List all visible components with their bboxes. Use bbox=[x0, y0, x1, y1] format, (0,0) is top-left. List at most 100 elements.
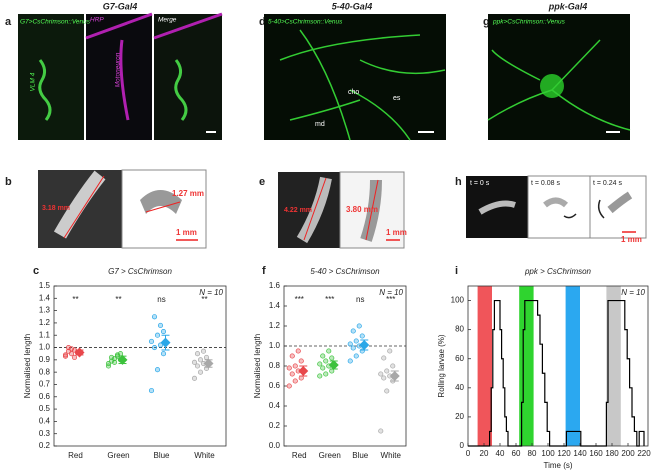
data-point bbox=[289, 353, 295, 359]
data-point bbox=[353, 338, 359, 344]
y-tick-label: 0.4 bbox=[269, 401, 281, 410]
y-tick-label: 1.0 bbox=[39, 343, 51, 352]
y-axis-label: Normalised length bbox=[253, 334, 262, 398]
data-point bbox=[154, 332, 161, 338]
data-point bbox=[157, 342, 164, 348]
mean-marker bbox=[203, 358, 214, 369]
panel-letter: f bbox=[262, 265, 266, 277]
mean-marker bbox=[117, 354, 128, 365]
data-point bbox=[71, 354, 78, 360]
data-point bbox=[154, 367, 161, 373]
data-point bbox=[323, 358, 329, 364]
data-point bbox=[390, 363, 396, 369]
chart-title: 5-40 > CsChrimson bbox=[310, 267, 380, 276]
data-point bbox=[203, 354, 210, 360]
image-label: HRP bbox=[90, 17, 104, 24]
measurement: 3.80 mm bbox=[346, 205, 378, 214]
panel-letter: i bbox=[455, 265, 458, 277]
y-tick-label: 0.9 bbox=[39, 355, 51, 364]
image-label: VLM 4 bbox=[30, 72, 37, 91]
annotation: N = 10 bbox=[621, 288, 645, 297]
measurement: 1.27 mm bbox=[172, 189, 204, 198]
data-point bbox=[151, 314, 158, 320]
data-point bbox=[194, 351, 201, 357]
data-point bbox=[384, 368, 390, 374]
image-label: es bbox=[393, 95, 401, 102]
data-point bbox=[191, 375, 198, 381]
y-tick-label: 60 bbox=[455, 354, 464, 363]
significance: *** bbox=[325, 295, 334, 304]
x-tick-label: 140 bbox=[573, 449, 587, 458]
data-point bbox=[197, 357, 204, 363]
significance: ns bbox=[157, 295, 165, 304]
data-point bbox=[289, 371, 295, 377]
annotation: N = 10 bbox=[379, 288, 403, 297]
data-point bbox=[350, 345, 356, 351]
mean-marker bbox=[389, 371, 400, 381]
x-tick-label: 120 bbox=[557, 449, 571, 458]
data-point bbox=[148, 338, 155, 344]
data-point bbox=[323, 371, 329, 377]
significance: *** bbox=[386, 295, 395, 304]
data-point bbox=[378, 428, 384, 434]
stimulus-window bbox=[565, 286, 580, 446]
x-tick-label: Blue bbox=[352, 451, 369, 460]
panel-letter: h bbox=[455, 176, 462, 188]
data-point bbox=[381, 355, 387, 361]
y-axis-label: Normalised length bbox=[23, 334, 32, 398]
y-tick-label: 0.2 bbox=[269, 421, 281, 430]
y-tick-label: 0.8 bbox=[39, 367, 51, 376]
measurement: 4.22 mm bbox=[284, 207, 312, 214]
panel-letter: b bbox=[5, 176, 12, 188]
panel-letter: d bbox=[259, 16, 266, 28]
data-point bbox=[191, 359, 198, 365]
x-tick-label: White bbox=[194, 451, 215, 460]
x-tick-label: 20 bbox=[480, 449, 489, 458]
panel-letter: e bbox=[259, 176, 265, 188]
x-tick-label: 60 bbox=[512, 449, 521, 458]
data-point bbox=[347, 358, 353, 364]
stimulus-window bbox=[606, 286, 621, 446]
y-tick-label: 0.5 bbox=[39, 404, 51, 413]
stimulus-window bbox=[477, 286, 492, 446]
chart-title: ppk > CsChrimson bbox=[524, 267, 592, 276]
data-point bbox=[350, 328, 356, 334]
y-tick-label: 40 bbox=[455, 383, 464, 392]
panel-d-image bbox=[264, 14, 446, 141]
step-line bbox=[468, 299, 645, 447]
time-label: t = 0.24 s bbox=[593, 180, 622, 187]
x-tick-label: 0 bbox=[466, 449, 471, 458]
data-point bbox=[387, 348, 393, 354]
data-point bbox=[160, 351, 167, 357]
image-label: md bbox=[315, 121, 325, 128]
panel-letter: c bbox=[33, 265, 39, 277]
data-point bbox=[329, 355, 335, 361]
panel-b-images bbox=[38, 169, 207, 249]
y-tick-label: 1.2 bbox=[269, 321, 281, 330]
image-label: cho bbox=[348, 89, 359, 96]
y-tick-label: 80 bbox=[455, 325, 464, 334]
data-point bbox=[320, 353, 326, 359]
mean-marker bbox=[359, 340, 370, 350]
image-label: Motoneuron bbox=[115, 52, 122, 87]
y-tick-label: 0.2 bbox=[39, 441, 51, 450]
data-point bbox=[157, 322, 164, 328]
x-tick-label: Red bbox=[68, 451, 83, 460]
scale-label: 1 mm bbox=[621, 235, 642, 244]
column-title: 5-40-Gal4 bbox=[332, 1, 373, 11]
significance: ** bbox=[115, 295, 121, 304]
data-point bbox=[295, 348, 301, 354]
data-point bbox=[298, 358, 304, 364]
x-tick-label: Green bbox=[319, 451, 341, 460]
x-tick-label: 80 bbox=[528, 449, 537, 458]
panel-h-images bbox=[466, 175, 647, 239]
image-label: ppk>CsChrimson::Venus bbox=[492, 19, 566, 26]
x-axis-label: Time (s) bbox=[543, 461, 572, 470]
data-point bbox=[317, 373, 323, 379]
column-title: ppk-Gal4 bbox=[548, 1, 588, 11]
x-tick-label: Green bbox=[107, 451, 129, 460]
y-tick-label: 1.6 bbox=[269, 281, 281, 290]
x-tick-label: 220 bbox=[637, 449, 651, 458]
data-point bbox=[353, 353, 359, 359]
